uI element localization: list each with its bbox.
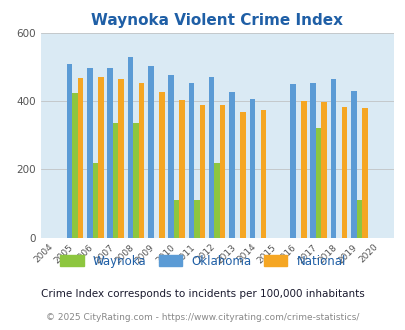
Title: Waynoka Violent Crime Index: Waynoka Violent Crime Index bbox=[91, 13, 342, 28]
Bar bbox=[194, 200, 199, 238]
Bar bbox=[173, 200, 179, 238]
Bar bbox=[209, 77, 214, 238]
Bar bbox=[249, 99, 254, 238]
Legend: Waynoka, Oklahoma, National: Waynoka, Oklahoma, National bbox=[55, 250, 350, 273]
Bar bbox=[240, 112, 245, 238]
Bar bbox=[148, 66, 153, 238]
Bar bbox=[321, 102, 326, 238]
Bar bbox=[113, 123, 118, 238]
Bar bbox=[350, 91, 356, 238]
Bar bbox=[118, 80, 124, 238]
Bar bbox=[220, 105, 225, 238]
Bar bbox=[87, 68, 92, 238]
Bar bbox=[356, 200, 361, 238]
Bar bbox=[107, 68, 113, 238]
Bar bbox=[214, 163, 220, 238]
Bar bbox=[128, 57, 133, 238]
Bar bbox=[260, 110, 265, 238]
Bar bbox=[301, 101, 306, 238]
Bar bbox=[168, 75, 173, 238]
Bar bbox=[290, 84, 295, 238]
Text: Crime Index corresponds to incidents per 100,000 inhabitants: Crime Index corresponds to incidents per… bbox=[41, 289, 364, 299]
Bar bbox=[361, 108, 367, 238]
Bar bbox=[199, 105, 205, 238]
Text: © 2025 CityRating.com - https://www.cityrating.com/crime-statistics/: © 2025 CityRating.com - https://www.city… bbox=[46, 313, 359, 322]
Bar bbox=[310, 83, 315, 238]
Bar bbox=[92, 163, 98, 238]
Bar bbox=[67, 64, 72, 238]
Bar bbox=[159, 92, 164, 238]
Bar bbox=[315, 128, 321, 238]
Bar bbox=[78, 78, 83, 238]
Bar bbox=[72, 93, 78, 238]
Bar bbox=[341, 107, 346, 238]
Bar bbox=[139, 83, 144, 238]
Bar bbox=[179, 100, 184, 238]
Bar bbox=[330, 79, 335, 238]
Bar bbox=[133, 123, 139, 238]
Bar bbox=[188, 83, 194, 238]
Bar bbox=[229, 92, 234, 238]
Bar bbox=[98, 77, 103, 238]
